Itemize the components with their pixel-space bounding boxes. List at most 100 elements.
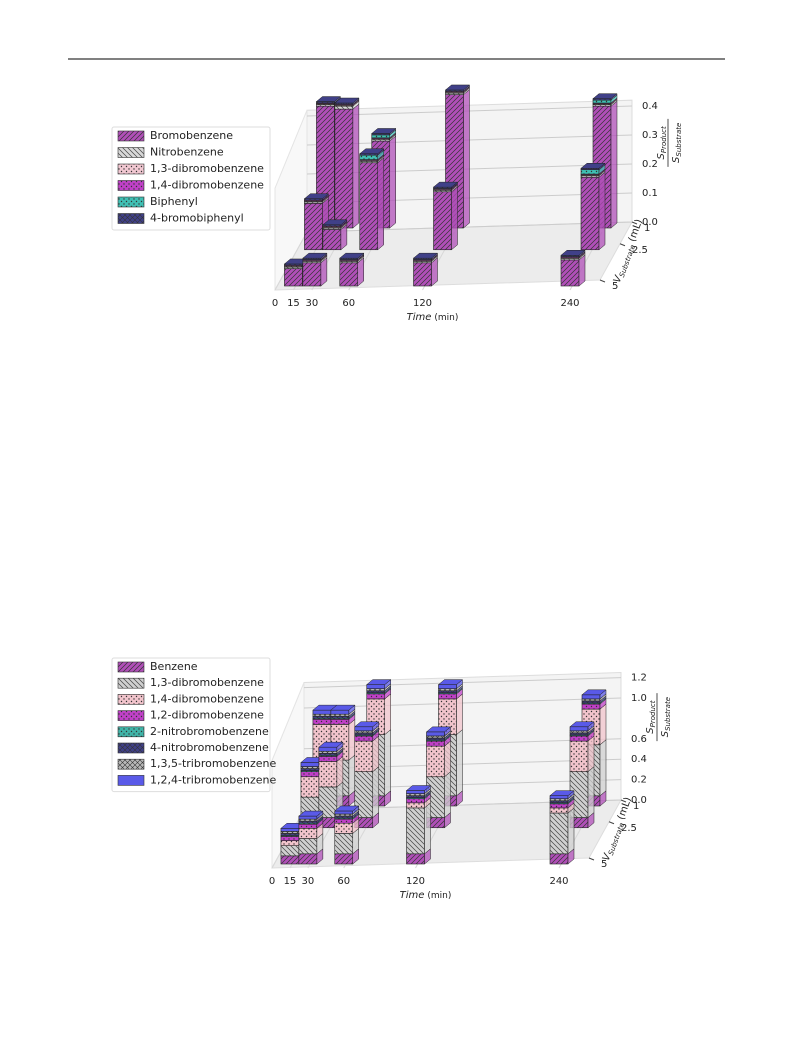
legend-label: 1,4-dibromobenzene xyxy=(150,179,264,192)
segment-hatch xyxy=(570,734,588,736)
bar-segment xyxy=(406,790,425,794)
z-den-sub: Substrate xyxy=(664,697,672,731)
segment-side xyxy=(384,693,391,736)
segment-hatch xyxy=(445,91,464,93)
segment-hatch xyxy=(413,262,432,286)
segment-hatch xyxy=(438,698,457,735)
segment-hatch xyxy=(406,853,425,864)
segment-hatch xyxy=(438,693,457,699)
y-label-symbol: V xyxy=(601,851,614,862)
x-tick-label: 30 xyxy=(302,876,315,887)
bar-top xyxy=(298,810,324,817)
segment-hatch xyxy=(280,836,299,841)
segment-hatch xyxy=(330,719,349,725)
segment-hatch xyxy=(582,704,600,710)
z-tick-label: 0.4 xyxy=(642,101,658,112)
segment-hatch xyxy=(433,191,452,250)
segment-hatch xyxy=(334,106,353,110)
legend-hatch xyxy=(118,759,144,770)
segment-hatch xyxy=(371,134,390,138)
bar-top xyxy=(359,148,385,155)
segment-hatch xyxy=(298,838,317,854)
bar-segment xyxy=(438,684,457,689)
bar-top xyxy=(303,193,330,199)
segment-hatch xyxy=(359,155,378,160)
segment-hatch xyxy=(304,201,323,204)
bar-top xyxy=(437,679,464,685)
segment-side xyxy=(456,693,463,736)
y-tick-label: 2.5 xyxy=(621,823,637,834)
bar-top xyxy=(412,252,439,259)
segment-hatch xyxy=(318,761,337,787)
segment-hatch xyxy=(280,845,299,856)
bar xyxy=(334,805,360,865)
segment-hatch xyxy=(406,798,425,803)
segment-hatch xyxy=(359,161,378,163)
x-tick-label: 0 xyxy=(272,298,278,309)
bar-top xyxy=(302,252,328,259)
segment-hatch xyxy=(334,853,353,864)
y-tick-label: 1 xyxy=(644,223,650,234)
segment-hatch xyxy=(300,776,319,798)
y-label-sub: Substrate xyxy=(607,822,626,857)
z-num-symbol: S xyxy=(645,727,656,734)
segment-hatch xyxy=(354,817,373,828)
segment-hatch xyxy=(298,824,317,829)
segment-hatch xyxy=(433,189,452,191)
segment-hatch xyxy=(426,746,445,777)
segment-hatch xyxy=(550,803,568,808)
segment-hatch xyxy=(280,835,299,837)
z-tick-label: 0.3 xyxy=(642,130,658,141)
legend-hatch xyxy=(118,147,144,158)
z-tick-label: 0.1 xyxy=(642,188,658,199)
segment-hatch xyxy=(354,732,373,735)
segment-hatch xyxy=(593,103,611,105)
z-den-symbol: S xyxy=(671,156,682,163)
segment-hatch xyxy=(426,737,445,741)
z-label-num: SProduct xyxy=(656,126,668,159)
z-tick-label: 0.2 xyxy=(631,775,647,786)
bar xyxy=(580,162,606,251)
segment-hatch xyxy=(318,817,337,828)
segment-hatch xyxy=(426,741,445,747)
z-tick-label: 0.0 xyxy=(631,795,647,806)
x-tick-label: 60 xyxy=(337,876,350,887)
legend-label: Bromobenzene xyxy=(150,129,233,142)
segment-hatch xyxy=(312,718,331,720)
segment-hatch xyxy=(570,730,588,733)
segment-hatch xyxy=(581,175,599,178)
segment-hatch xyxy=(284,263,303,266)
segment-hatch xyxy=(570,771,588,818)
z-den-sub: Substrate xyxy=(675,123,683,157)
segment-hatch xyxy=(359,162,378,250)
legend-hatch xyxy=(118,726,144,737)
bar-top xyxy=(334,805,360,812)
segment-side xyxy=(372,766,379,819)
segment-hatch xyxy=(581,169,599,175)
segment-hatch xyxy=(371,137,390,139)
bar-segment xyxy=(312,709,332,715)
legend-hatch xyxy=(118,180,144,191)
bar-segment xyxy=(330,709,350,715)
y-tick xyxy=(619,243,626,247)
segment-hatch xyxy=(406,797,425,799)
segment-hatch xyxy=(561,259,579,286)
y-tick-label: 1 xyxy=(633,801,639,812)
segment-hatch xyxy=(334,823,353,834)
z-num-symbol: S xyxy=(656,152,667,159)
bar xyxy=(339,252,365,287)
bar-segment xyxy=(569,726,589,732)
legend-label: 4-bromobiphenyl xyxy=(150,212,244,225)
x-tick-label: 15 xyxy=(287,298,300,309)
bar-top xyxy=(318,741,344,748)
segment-hatch xyxy=(593,98,611,101)
x-label-unit: (min) xyxy=(427,891,451,901)
bar-top xyxy=(425,726,452,733)
bar xyxy=(302,252,328,287)
segment-hatch xyxy=(426,740,445,742)
segment-hatch xyxy=(550,800,568,803)
bar-top xyxy=(366,679,392,685)
segment-hatch xyxy=(284,268,303,286)
legend-hatch xyxy=(118,131,144,141)
segment-hatch xyxy=(582,698,600,701)
